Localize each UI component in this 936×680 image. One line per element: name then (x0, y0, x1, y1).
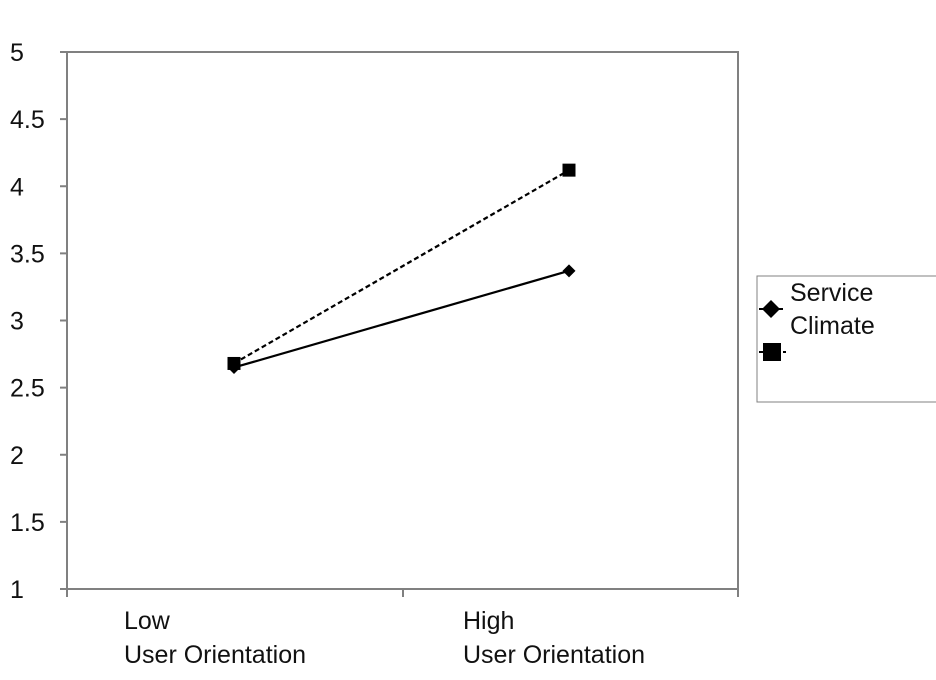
y-tick-label: 1.5 (10, 509, 45, 537)
y-tick-label: 1 (10, 576, 24, 604)
y-tick-label: 4.5 (10, 106, 45, 134)
x-category-label: User Orientation (463, 641, 645, 669)
legend-box (756, 275, 936, 403)
y-tick-label: 2 (10, 442, 24, 470)
y-axis: 1 1.5 2 2.5 3 3.5 4 4.5 5 (10, 39, 67, 604)
y-tick-label: 3 (10, 308, 24, 336)
y-tick-label: 2.5 (10, 375, 45, 403)
data-point-square (227, 356, 241, 370)
series-line-square (233, 169, 570, 365)
x-axis: Low User Orientation High User Orientation (66, 588, 739, 669)
y-tick-label: 3.5 (10, 240, 45, 268)
x-category-label: User Orientation (124, 641, 306, 669)
plot-area-border (66, 51, 739, 590)
data-point-square (562, 163, 576, 177)
legend-label: Service (790, 279, 873, 307)
x-category-label: Low (124, 607, 171, 635)
x-category-label: High (463, 607, 514, 635)
y-tick-label: 4 (10, 173, 24, 201)
legend-label: Climate (790, 312, 875, 340)
series-layer (227, 163, 576, 374)
y-tick-label: 5 (10, 39, 24, 67)
series-line-diamond (233, 269, 570, 369)
legend-marker-diamond (762, 300, 780, 318)
legend-marker-square (763, 343, 781, 361)
data-point-diamond (562, 264, 576, 278)
legend: Service Climate (756, 275, 936, 403)
